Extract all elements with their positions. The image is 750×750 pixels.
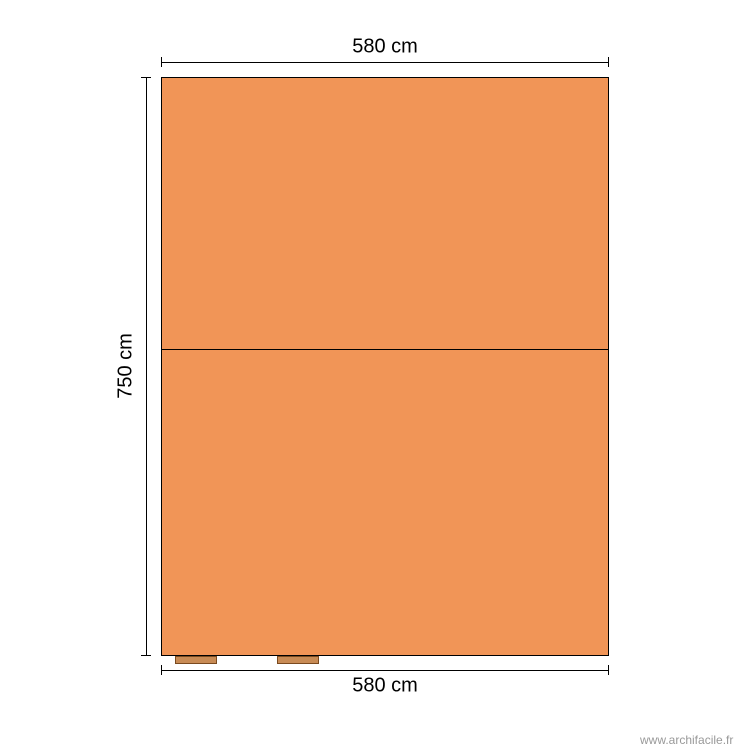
dimension-bottom-line (161, 670, 609, 671)
room-rectangle (161, 77, 609, 656)
watermark-text: www.archifacile.fr (640, 733, 733, 747)
floorplan-canvas: 580 cm 580 cm 750 cm www.archifacile.fr (0, 0, 750, 750)
dimension-bottom-label: 580 cm (352, 675, 418, 698)
door-block-1 (175, 656, 217, 664)
room-divider-line (161, 349, 609, 350)
dimension-top-tick-left (161, 57, 162, 67)
door-block-2 (277, 656, 319, 664)
dimension-bottom-tick-right (608, 665, 609, 675)
dimension-left-tick-bottom (141, 655, 151, 656)
dimension-left-tick-top (141, 77, 151, 78)
dimension-top-tick-right (608, 57, 609, 67)
dimension-top-label: 580 cm (352, 36, 418, 59)
dimension-bottom-tick-left (161, 665, 162, 675)
dimension-left-label: 750 cm (115, 333, 138, 399)
dimension-left-line (146, 77, 147, 656)
dimension-top-line (161, 62, 609, 63)
